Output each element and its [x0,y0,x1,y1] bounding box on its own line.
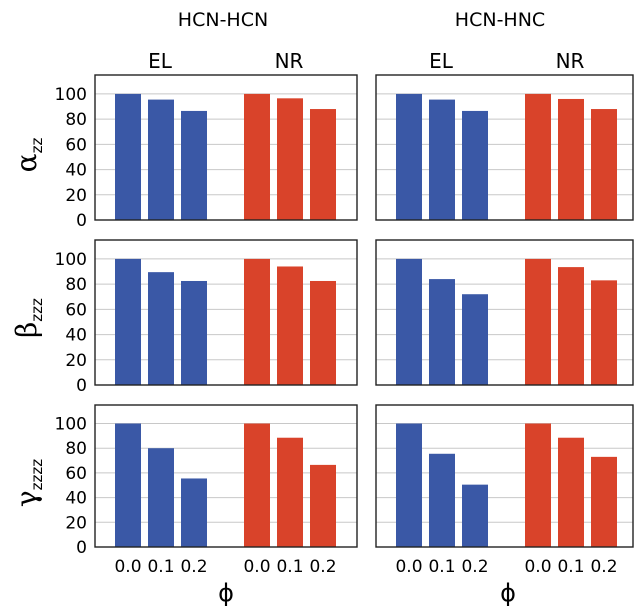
panel-0-1 [375,74,634,221]
xtick-label-nr-0: 0.0 [524,557,551,577]
panel-frame [375,74,634,221]
bar-nr-0.1 [558,267,584,385]
bar-el-0.2 [181,478,207,547]
bar-nr-0.2 [310,280,336,385]
xtick-label-nr-1: 0.1 [557,557,584,577]
bar-nr-0.2 [591,456,617,547]
bar-nr-0.2 [591,109,617,220]
xtick-label-nr-2: 0.2 [309,557,336,577]
group-label-nr-right: NR [556,49,585,73]
ylabel-beta: βzzz [10,298,46,338]
panel-frame [375,404,634,548]
ytick-label: 100 [55,415,87,435]
xtick-label-nr-1: 0.1 [276,557,303,577]
ytick-label: 60 [65,464,87,484]
bar-nr-0.1 [277,437,303,547]
ylabel-gamma: γzzzz [10,459,46,507]
bar-el-0.0 [396,258,422,385]
svg-text:αzz: αzz [10,138,46,173]
panel-1-0: 0 20 40 60 80 100 [55,239,358,396]
bar-nr-0.0 [525,423,551,547]
bar-el-0.0 [115,93,141,220]
bar-nr-0.0 [525,93,551,220]
bar-nr-0.1 [558,98,584,220]
ylabel-alpha: αzz [10,138,46,173]
xtick-label-nr-2: 0.2 [590,557,617,577]
group-label-nr-left: NR [275,49,304,73]
ytick-label: 20 [65,186,87,206]
ytick-label: 80 [65,439,87,459]
bar-nr-0.2 [591,280,617,385]
ytick-label: 40 [65,326,87,346]
ytick-label: 100 [55,85,87,105]
column-title-hcn-hcn: HCN-HCN [178,9,268,31]
ytick-label: 100 [55,250,87,270]
xtick-label-nr-0: 0.0 [243,557,270,577]
ytick-label: 60 [65,300,87,320]
xtick-label-el-1: 0.1 [428,557,455,577]
bar-el-0.0 [396,93,422,220]
bar-el-0.2 [462,294,488,385]
bar-nr-0.1 [277,98,303,220]
bar-el-0.1 [429,453,455,547]
panel-frame [94,74,358,221]
xtick-label-el-2: 0.2 [180,557,207,577]
bar-nr-0.0 [244,258,270,385]
bar-nr-0.2 [310,464,336,547]
group-label-el-left: EL [148,49,173,73]
xtick-label-el-2: 0.2 [461,557,488,577]
ytick-label: 60 [65,135,87,155]
bar-el-0.1 [429,279,455,385]
svg-text:γzzzz: γzzzz [10,459,46,507]
bar-el-0.1 [148,99,174,220]
panel-2-1 [375,404,634,548]
column-title-hcn-hnc: HCN-HNC [455,9,545,31]
xtick-label-el-0: 0.0 [114,557,141,577]
bar-nr-0.1 [558,437,584,547]
bar-nr-0.0 [244,93,270,220]
ytick-label: 40 [65,489,87,509]
svg-text:βzzz: βzzz [10,298,46,338]
ytick-label: 80 [65,275,87,295]
ytick-label: 0 [76,211,87,231]
ytick-label: 80 [65,110,87,130]
bar-el-0.1 [429,99,455,220]
panel-2-0: 0 20 40 60 80 100 [55,404,358,558]
ytick-label: 20 [65,513,87,533]
ytick-label: 0 [76,538,87,558]
bar-el-0.2 [181,280,207,385]
xlabel-right: ϕ [500,579,516,606]
ytick-label: 40 [65,161,87,181]
panel-frame [94,239,358,386]
bar-el-0.2 [181,110,207,220]
bar-el-0.0 [115,258,141,385]
bar-el-0.1 [148,448,174,547]
bar-el-0.1 [148,272,174,385]
xtick-label-el-0: 0.0 [395,557,422,577]
bar-nr-0.0 [525,258,551,385]
panel-frame [375,239,634,386]
bar-nr-0.1 [277,266,303,385]
bar-nr-0.0 [244,423,270,547]
xlabel-left: ϕ [218,579,234,606]
panels: 0 20 40 60 80 100 0 20 40 60 80 100 0 20 40 60 80 100 [55,74,634,558]
bar-nr-0.2 [310,109,336,220]
xticks-left: 0.0 0.1 0.2 0.0 0.1 0.2 [114,557,336,577]
group-label-el-right: EL [429,49,454,73]
bar-el-0.2 [462,484,488,547]
bar-el-0.0 [115,423,141,547]
bar-el-0.2 [462,110,488,220]
panel-frame [94,404,358,548]
ytick-label: 20 [65,351,87,371]
ytick-label: 0 [76,376,87,396]
panel-1-1 [375,239,634,386]
xticks-right: 0.0 0.1 0.2 0.0 0.1 0.2 [395,557,617,577]
xtick-label-el-1: 0.1 [147,557,174,577]
bar-el-0.0 [396,423,422,547]
panel-0-0: 0 20 40 60 80 100 [55,74,358,231]
